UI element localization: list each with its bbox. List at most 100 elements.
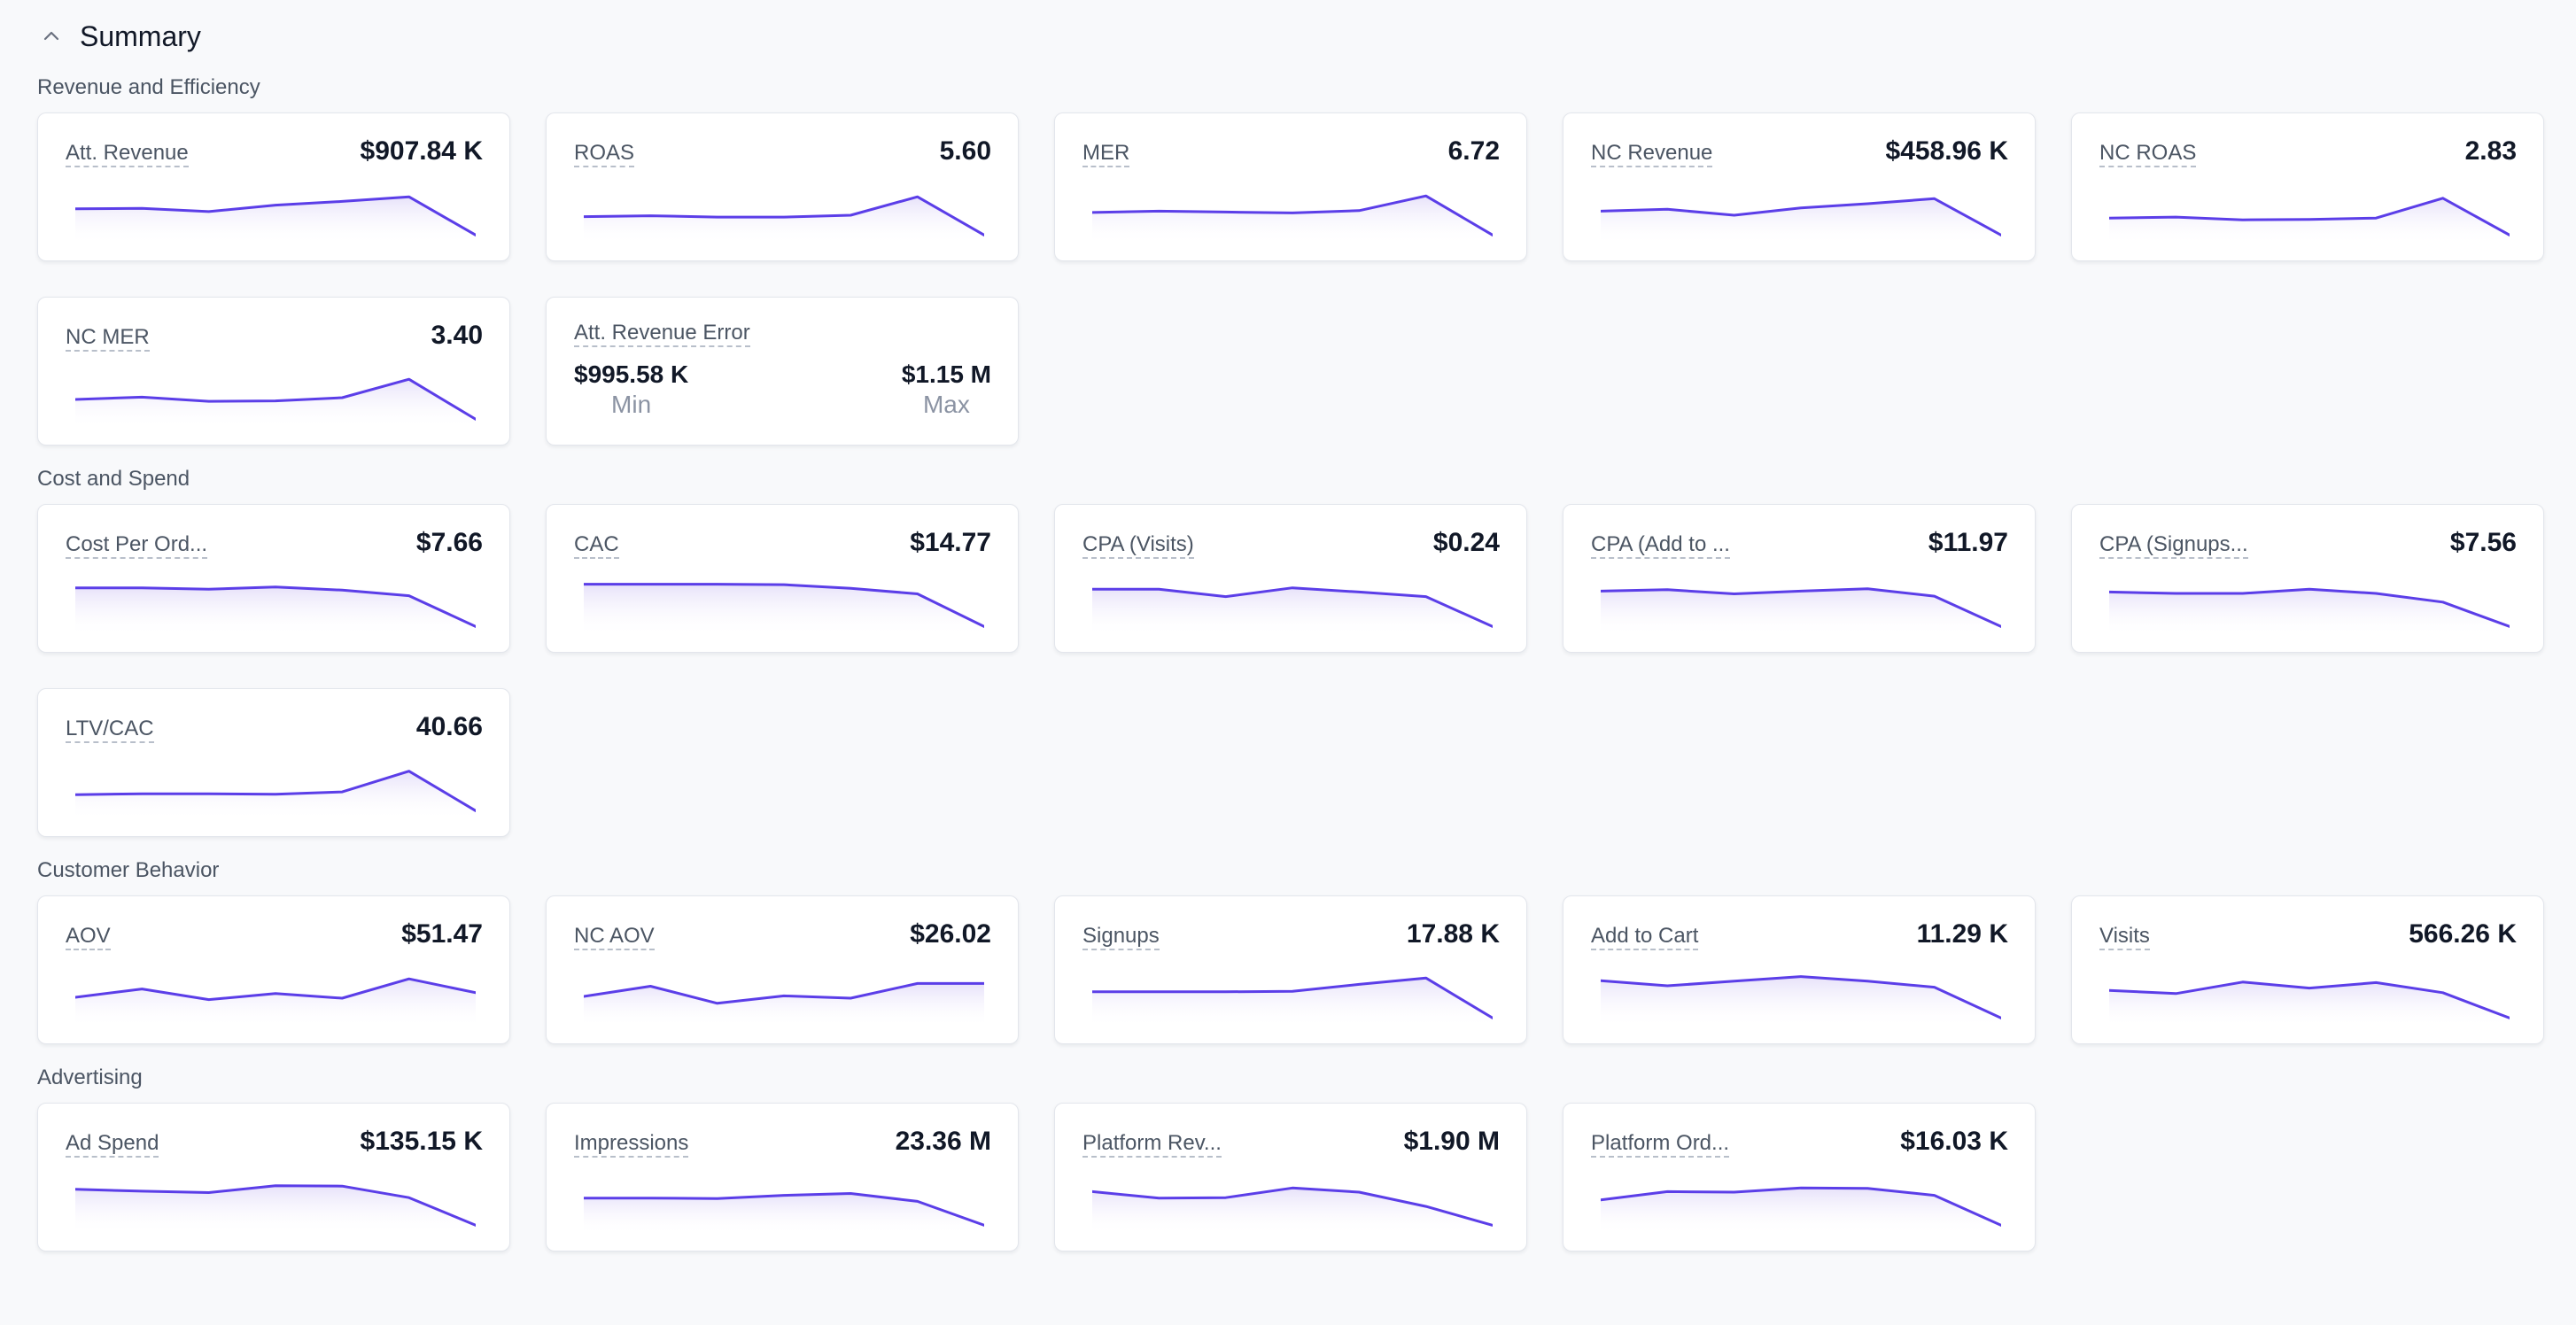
sparkline-line xyxy=(75,977,476,1002)
metric-value: 6.72 xyxy=(1447,136,1500,166)
metric-grid: AOV $51.47 NC AOV $26.02 Signups 17.88 K Add t… xyxy=(37,895,2576,1044)
metric-card-header: Att. Revenue $907.84 K xyxy=(66,136,483,172)
sparkline-line xyxy=(1092,1186,1493,1227)
metric-card[interactable]: NC Revenue $458.96 K xyxy=(1563,112,2036,261)
metric-label[interactable]: NC Revenue xyxy=(1591,141,1713,167)
sparkline-line xyxy=(75,195,476,236)
metric-card[interactable]: ROAS 5.60 xyxy=(546,112,1019,261)
metric-label[interactable]: NC MER xyxy=(66,325,150,352)
metric-label[interactable]: Impressions xyxy=(574,1131,689,1158)
metric-card[interactable]: MER 6.72 xyxy=(1054,112,1527,261)
metric-card[interactable]: CPA (Add to ... $11.97 xyxy=(1563,504,2036,653)
sparkline-chart xyxy=(75,1184,476,1235)
metric-card[interactable]: LTV/CAC 40.66 xyxy=(37,688,510,837)
metric-card-header: AOV $51.47 xyxy=(66,919,483,955)
metric-value: $16.03 K xyxy=(1900,1127,2008,1156)
sparkline-area xyxy=(584,584,984,636)
sparkline-line xyxy=(584,195,984,236)
metric-card[interactable]: Att. Revenue Error $995.58 K Min $1.15 M Max xyxy=(546,297,1019,446)
metric-value: $458.96 K xyxy=(1885,136,2008,166)
summary-header[interactable]: Summary xyxy=(37,0,2576,73)
metric-label[interactable]: ROAS xyxy=(574,141,635,167)
sparkline-chart xyxy=(1092,194,1493,244)
metric-value: 5.60 xyxy=(939,136,991,166)
section-title: Cost and Spend xyxy=(37,467,190,491)
range-min-value: $995.58 K xyxy=(574,360,689,388)
metric-label[interactable]: Signups xyxy=(1082,924,1160,950)
sparkline-chart xyxy=(584,1192,984,1235)
metric-value: $0.24 xyxy=(1432,528,1500,557)
metric-card-header: Signups 17.88 K xyxy=(1082,919,1500,955)
metric-card[interactable]: NC AOV $26.02 xyxy=(546,895,1019,1044)
metric-label[interactable]: CPA (Add to ... xyxy=(1591,532,1730,559)
metric-card-header: NC MER 3.40 xyxy=(66,321,483,356)
metric-card-header: CAC $14.77 xyxy=(574,528,991,563)
metric-card-header: Platform Rev... $1.90 M xyxy=(1082,1127,1500,1162)
metric-value: 2.83 xyxy=(2464,136,2517,166)
metric-card[interactable]: Signups 17.88 K xyxy=(1054,895,1527,1044)
metric-grid: Cost Per Ord... $7.66 CAC $14.77 CPA (Visits… xyxy=(37,504,2576,837)
metric-value: 17.88 K xyxy=(1406,919,1500,949)
metric-card[interactable]: Visits 566.26 K xyxy=(2071,895,2544,1044)
metric-label[interactable]: MER xyxy=(1082,141,1130,167)
metric-card[interactable]: Ad Spend $135.15 K xyxy=(37,1103,510,1251)
metric-label[interactable]: Add to Cart xyxy=(1591,924,1699,950)
metric-label[interactable]: LTV/CAC xyxy=(66,717,154,743)
metric-card[interactable]: Att. Revenue $907.84 K xyxy=(37,112,510,261)
metric-label[interactable]: Visits xyxy=(2099,924,2150,950)
metric-card[interactable]: Platform Rev... $1.90 M xyxy=(1054,1103,1527,1251)
sparkline-line xyxy=(75,377,476,421)
metric-grid: Att. Revenue $907.84 K ROAS 5.60 MER 6.72 NC R… xyxy=(37,112,2576,446)
metric-card[interactable]: NC ROAS 2.83 xyxy=(2071,112,2544,261)
metric-card[interactable]: Cost Per Ord... $7.66 xyxy=(37,504,510,653)
metric-card-header: Visits 566.26 K xyxy=(2099,919,2517,955)
metric-label[interactable]: Platform Ord... xyxy=(1591,1131,1730,1158)
metric-label[interactable]: CAC xyxy=(574,532,619,559)
metric-label[interactable]: Att. Revenue Error xyxy=(574,321,750,347)
summary-title: Summary xyxy=(80,19,201,52)
sparkline-area xyxy=(75,1185,476,1235)
chevron-up-icon[interactable] xyxy=(39,24,64,49)
sparkline-area xyxy=(1601,198,2001,244)
sparkline-area xyxy=(584,983,984,1027)
metric-card-header: Cost Per Ord... $7.66 xyxy=(66,528,483,563)
sparkline-area xyxy=(1601,1188,2001,1235)
metric-card[interactable]: CPA (Signups... $7.56 xyxy=(2071,504,2544,653)
sparkline-line xyxy=(75,770,476,812)
metric-label[interactable]: Att. Revenue xyxy=(66,141,189,167)
metric-label[interactable]: NC ROAS xyxy=(2099,141,2197,167)
metric-card[interactable]: AOV $51.47 xyxy=(37,895,510,1044)
metric-label[interactable]: AOV xyxy=(66,924,111,950)
metric-value: $11.97 xyxy=(1928,528,2008,557)
metric-label[interactable]: CPA (Signups... xyxy=(2099,532,2248,559)
metric-card[interactable]: CPA (Visits) $0.24 xyxy=(1054,504,1527,653)
metric-card-header: LTV/CAC 40.66 xyxy=(66,712,483,748)
sparkline-area xyxy=(584,1193,984,1235)
sparkline-line xyxy=(1601,587,2001,628)
metric-label[interactable]: CPA (Visits) xyxy=(1082,532,1194,559)
section-title: Advertising xyxy=(37,1065,143,1089)
metric-value: $51.47 xyxy=(401,919,483,949)
sparkline-area xyxy=(1092,196,1493,244)
sparkline-chart xyxy=(1601,1186,2001,1235)
metric-card[interactable]: CAC $14.77 xyxy=(546,504,1019,653)
sparkline-chart xyxy=(2109,587,2510,636)
sparkline-line xyxy=(1092,586,1493,628)
metric-card[interactable]: Impressions 23.36 M xyxy=(546,1103,1019,1251)
range-max-caption: Max xyxy=(922,391,970,418)
metric-card[interactable]: Add to Cart 11.29 K xyxy=(1563,895,2036,1044)
metric-label[interactable]: Cost Per Ord... xyxy=(66,532,208,559)
range-row: $995.58 K Min $1.15 M Max xyxy=(574,360,991,420)
metric-card[interactable]: NC MER 3.40 xyxy=(37,297,510,446)
sparkline-area xyxy=(2109,589,2510,636)
sparkline-line xyxy=(1092,194,1493,236)
range-min: $995.58 K Min xyxy=(574,360,688,420)
sparkline-chart xyxy=(584,981,984,1027)
metric-label[interactable]: NC AOV xyxy=(574,924,655,950)
metric-label[interactable]: Platform Rev... xyxy=(1082,1131,1222,1158)
metric-label[interactable]: Ad Spend xyxy=(66,1131,159,1158)
sparkline-line xyxy=(584,583,984,628)
sparkline-chart xyxy=(1092,586,1493,636)
metric-card[interactable]: Platform Ord... $16.03 K xyxy=(1563,1103,2036,1251)
metric-value: 40.66 xyxy=(415,712,483,741)
